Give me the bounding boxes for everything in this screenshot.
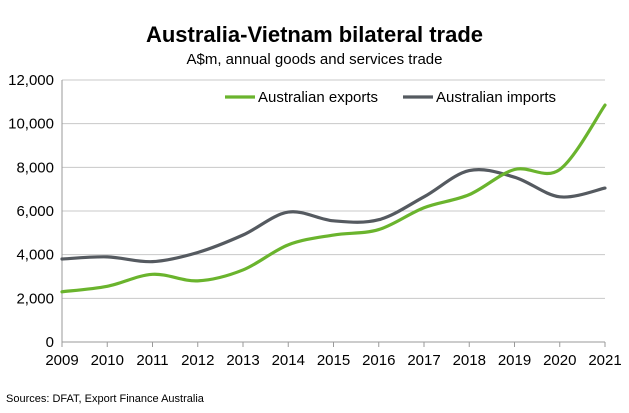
x-tick-label: 2010 [91, 352, 124, 369]
y-tick-label: 8,000 [16, 159, 54, 176]
y-tick-label: 4,000 [16, 247, 54, 264]
x-tick-label: 2020 [543, 352, 576, 369]
x-tick-label: 2015 [317, 352, 350, 369]
source-note: Sources: DFAT, Export Finance Australia [6, 393, 204, 405]
x-tick-label: 2017 [407, 352, 440, 369]
legend-label-imports: Australian imports [436, 89, 556, 106]
y-axis-ticks: 0 2,000 4,000 6,000 8,000 10,000 12,000 [8, 72, 54, 351]
y-tick-label: 2,000 [16, 290, 54, 307]
legend-label-exports: Australian exports [258, 89, 378, 106]
chart-title: Australia-Vietnam bilateral trade [145, 22, 484, 47]
x-axis-ticks: 2009 2010 2011 2012 2013 2014 2015 2016 2017 2018… [45, 342, 622, 369]
legend: Australian exports Australian imports [225, 89, 556, 106]
series-line-imports [60, 168, 607, 264]
x-tick-label: 2009 [45, 352, 78, 369]
y-tick-label: 12,000 [8, 72, 54, 89]
gridlines [61, 79, 605, 343]
x-tick-label: 2016 [362, 352, 395, 369]
y-tick-label: 0 [46, 334, 54, 351]
x-tick-label: 2012 [181, 352, 214, 369]
x-tick-label: 2014 [272, 352, 305, 369]
y-tick-label: 10,000 [8, 116, 54, 133]
x-tick-label: 2021 [588, 352, 621, 369]
x-tick-label: 2011 [136, 352, 168, 369]
x-tick-label: 2013 [226, 352, 259, 369]
series-lines [60, 103, 607, 294]
series-line-exports [60, 103, 607, 294]
y-tick-label: 6,000 [16, 203, 54, 220]
x-tick-label: 2019 [498, 352, 531, 369]
x-tick-label: 2018 [453, 352, 486, 369]
chart-subtitle: A$m, annual goods and services trade [186, 51, 443, 68]
